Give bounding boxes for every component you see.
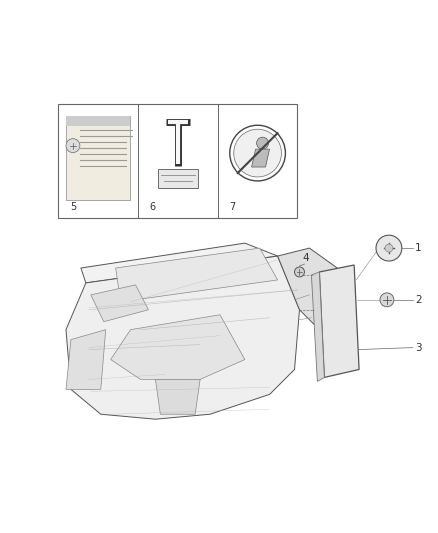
Polygon shape bbox=[155, 379, 200, 414]
Text: 5: 5 bbox=[70, 203, 76, 212]
Circle shape bbox=[257, 137, 268, 149]
Circle shape bbox=[380, 293, 394, 307]
Polygon shape bbox=[91, 285, 148, 322]
Circle shape bbox=[294, 267, 304, 277]
Text: 3: 3 bbox=[415, 343, 421, 352]
Polygon shape bbox=[278, 248, 337, 325]
Bar bbox=[66, 116, 130, 200]
Circle shape bbox=[234, 129, 282, 177]
Text: 1: 1 bbox=[415, 243, 421, 253]
Polygon shape bbox=[251, 149, 269, 167]
Circle shape bbox=[376, 235, 402, 261]
Bar bbox=[58, 104, 297, 218]
Polygon shape bbox=[66, 330, 106, 389]
Circle shape bbox=[230, 125, 286, 181]
Polygon shape bbox=[116, 248, 278, 302]
Text: 4: 4 bbox=[302, 253, 309, 263]
Text: 2: 2 bbox=[415, 295, 421, 305]
Polygon shape bbox=[311, 272, 324, 382]
Text: 6: 6 bbox=[150, 203, 156, 212]
Polygon shape bbox=[319, 265, 359, 377]
Bar bbox=[158, 168, 198, 188]
Circle shape bbox=[66, 139, 80, 152]
Bar bbox=[66, 116, 130, 126]
Text: 7: 7 bbox=[230, 203, 236, 212]
Polygon shape bbox=[111, 315, 245, 379]
Circle shape bbox=[385, 244, 393, 252]
Polygon shape bbox=[66, 256, 300, 419]
Polygon shape bbox=[81, 243, 278, 283]
